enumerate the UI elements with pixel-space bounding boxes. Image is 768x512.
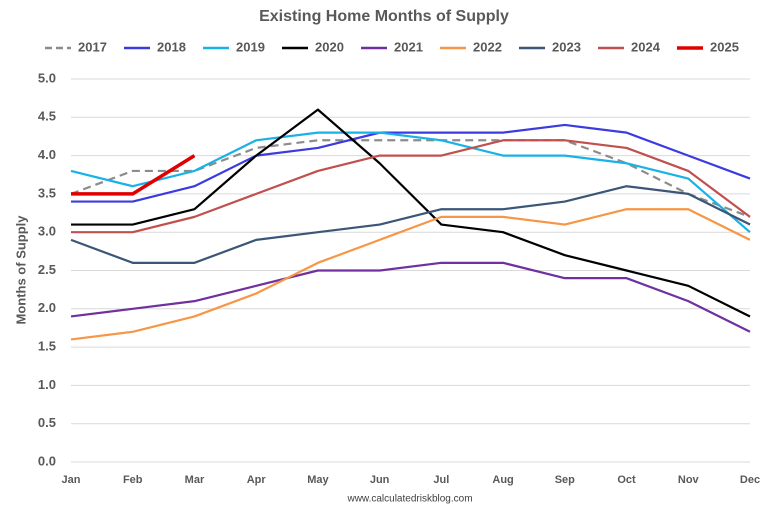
series-line [71,123,751,203]
y-tick-label: 2.0 [38,300,56,315]
legend-label: 2023 [552,39,581,54]
y-tick-label: 4.5 [38,109,56,124]
series-line [71,108,751,318]
legend-label: 2024 [631,39,661,54]
y-tick-label: 0.0 [38,453,56,468]
legend-label: 2018 [157,39,186,54]
legend-label: 2020 [315,39,344,54]
y-tick-label: 1.0 [38,377,56,392]
footer: www.calculatedriskblog.com [346,494,472,505]
legend-label: 2022 [473,39,502,54]
x-tick-label: Jul [433,474,449,486]
series-line [70,261,751,333]
series-line [70,185,751,264]
x-tick-label: Oct [617,474,636,486]
series-line [70,131,751,234]
y-tick-label: 3.5 [38,185,56,200]
y-tick-label: 3.0 [38,224,56,239]
series-line [70,208,751,341]
x-tick-label: Jan [62,474,81,486]
y-tick-label: 4.0 [38,147,56,162]
y-tick-label: 0.5 [38,415,56,430]
x-tick-label: Feb [123,474,143,486]
x-tick-label: May [307,474,329,486]
chart-title: Existing Home Months of Supply [259,8,509,25]
legend-label: 2025 [710,39,739,54]
y-tick-label: 1.5 [38,339,56,354]
legend-label: 2021 [394,39,423,54]
x-tick-label: Jun [370,474,390,486]
x-tick-label: Apr [247,474,267,486]
series-line [71,154,196,196]
legend-label: 2017 [78,39,107,54]
x-tick-label: Nov [678,474,700,486]
legend-label: 2019 [236,39,265,54]
x-tick-label: Dec [740,474,760,486]
y-tick-label: 2.5 [38,262,56,277]
y-axis-label: Months of Supply [13,215,28,325]
series-line [70,139,751,218]
x-tick-label: Sep [555,474,575,486]
series-line [71,139,751,234]
x-tick-label: Aug [492,474,513,486]
y-tick-label: 5.0 [38,70,56,85]
x-tick-label: Mar [185,474,205,486]
